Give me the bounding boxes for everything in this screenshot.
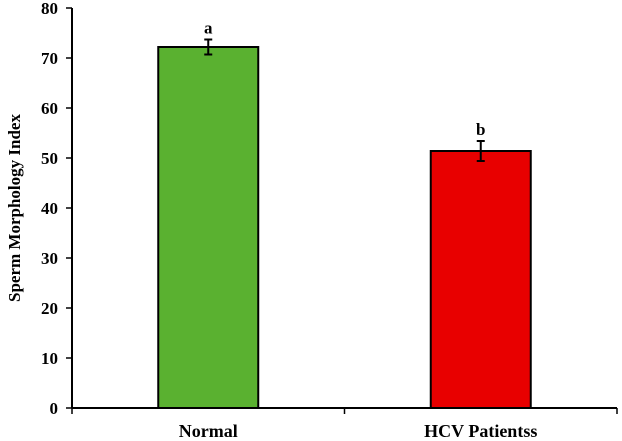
y-tick-label: 10 [41,349,58,368]
bar-hcv-patientss [429,150,532,409]
y-axis-label: Sperm Morphology Index [5,114,24,302]
significance-label: b [476,120,485,139]
y-axis: 0 10 20 30 40 50 60 70 80 [41,0,73,418]
x-tick-label: Normal [179,421,238,441]
bar-normal [157,46,260,409]
y-tick-label: 20 [41,299,58,318]
y-tick-label: 40 [41,199,58,218]
y-tick-label: 60 [41,99,58,118]
bars: ab [157,19,532,409]
y-tick-label: 30 [41,249,58,268]
y-tick-label: 0 [50,399,59,418]
x-tick-label: HCV Patientss [424,421,537,441]
y-tick-label: 80 [41,0,58,18]
y-tick-label: 50 [41,149,58,168]
significance-label: a [204,19,213,38]
x-axis: Normal HCV Patientss [71,407,618,441]
y-tick-label: 70 [41,49,58,68]
